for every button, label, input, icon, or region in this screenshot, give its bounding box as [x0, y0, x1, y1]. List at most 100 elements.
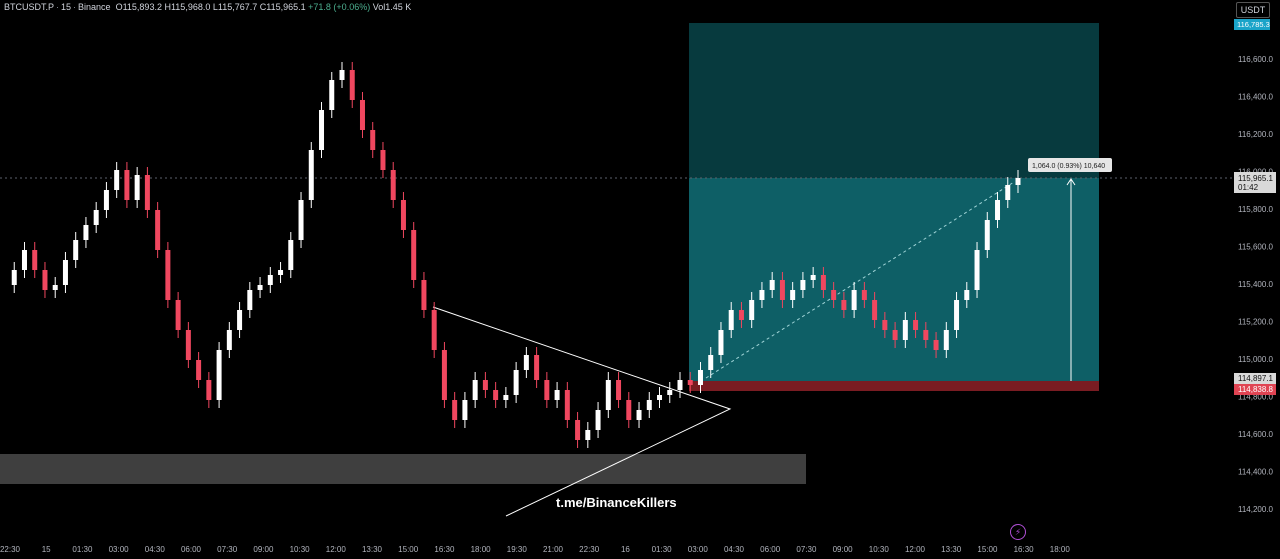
candle-body	[493, 390, 499, 400]
time-tick: 03:00	[109, 545, 130, 554]
candle-body	[278, 270, 284, 275]
candle-body	[790, 290, 796, 300]
candle-body	[441, 350, 447, 400]
time-tick: 10:30	[290, 545, 311, 554]
ohlc-low: L115,767.7	[212, 2, 258, 12]
candle-body	[534, 355, 540, 380]
symbol-name[interactable]: BTCUSDT.P	[4, 2, 55, 12]
candle-body	[370, 130, 376, 150]
time-tick: 06:00	[760, 545, 781, 554]
ohlc-high: H115,968.0	[164, 2, 211, 12]
price-axis[interactable]: 116,600.0116,400.0116,200.0116,000.0115,…	[1238, 55, 1274, 514]
currency-button[interactable]: USDT	[1236, 2, 1270, 18]
candle-body	[185, 330, 191, 360]
time-tick: 07:30	[217, 545, 238, 554]
stop-zone	[689, 381, 1099, 391]
candle-body	[124, 170, 130, 200]
candle-body	[657, 395, 663, 400]
candle-body	[523, 355, 529, 370]
time-tick: 12:00	[326, 545, 347, 554]
time-tick: 16	[621, 545, 630, 554]
candle-body	[554, 390, 560, 400]
support-zone	[0, 454, 806, 484]
interval[interactable]: 15	[61, 2, 72, 12]
candle-body	[359, 100, 365, 130]
candle-body	[349, 70, 355, 100]
time-tick: 21:00	[543, 545, 564, 554]
time-tick: 15	[42, 545, 51, 554]
candle-body	[103, 190, 109, 210]
candle-body	[175, 300, 181, 330]
candle-body	[298, 200, 304, 240]
candle-body	[462, 400, 468, 420]
candle-body	[605, 380, 611, 410]
candle-body	[319, 110, 325, 150]
time-tick: 18:00	[1050, 545, 1071, 554]
candle-body	[226, 330, 232, 350]
candle-body	[257, 285, 263, 290]
candle-body	[954, 300, 960, 330]
candle-body	[697, 370, 703, 385]
candle-body	[114, 170, 120, 190]
lightning-icon[interactable]: ⚡	[1010, 524, 1026, 540]
candle-body	[892, 330, 898, 340]
current-price-tag	[1234, 172, 1276, 193]
ohlc-open: O115,893.2	[115, 2, 162, 12]
time-tick: 22:30	[0, 545, 21, 554]
entry-price-tag	[1234, 373, 1276, 384]
candle-countdown: 01:42	[1238, 183, 1259, 192]
candle-body	[42, 270, 48, 290]
candle-body	[1005, 185, 1011, 200]
candle-body	[196, 360, 202, 380]
candle-body	[738, 310, 744, 320]
stop-price-tag	[1234, 384, 1276, 395]
time-tick: 07:30	[796, 545, 817, 554]
candle-body	[974, 250, 980, 290]
candle-body	[943, 330, 949, 350]
time-tick: 01:30	[652, 545, 673, 554]
candle-body	[513, 370, 519, 395]
candle-body	[902, 320, 908, 340]
target-price-tag	[1234, 19, 1270, 30]
time-tick: 01:30	[72, 545, 93, 554]
candle-body	[73, 240, 79, 260]
candle-body	[400, 200, 406, 230]
time-tick: 04:30	[145, 545, 166, 554]
candle-body	[575, 420, 581, 440]
candle-body	[636, 410, 642, 420]
candle-body	[779, 280, 785, 300]
candle-body	[482, 380, 488, 390]
time-tick: 12:00	[905, 545, 926, 554]
candle-body	[32, 250, 38, 270]
candle-body	[431, 310, 437, 350]
time-tick: 10:30	[869, 545, 890, 554]
measure-label-box	[1028, 158, 1112, 172]
price-tick: 114,600.0	[1238, 430, 1274, 439]
candle-body	[503, 395, 509, 400]
measure-label: 1,064.0 (0.93%) 10,640	[1032, 163, 1105, 170]
candle-body	[995, 200, 1001, 220]
candle-body	[155, 210, 161, 250]
candle-body	[52, 285, 58, 290]
candle-body	[872, 300, 878, 320]
candle-body	[861, 290, 867, 300]
stop-price-label: 114,838.8	[1238, 385, 1274, 394]
triangle-pattern	[432, 306, 732, 517]
candle-body	[831, 290, 837, 300]
candle-body	[1015, 178, 1021, 185]
candle-body	[667, 390, 673, 395]
candle-body	[585, 430, 591, 440]
time-tick: 13:30	[941, 545, 962, 554]
symbol-header[interactable]: BTCUSDT.P · 15 · Binance O115,893.2 H115,968…	[4, 2, 412, 12]
candle-body	[237, 310, 243, 330]
time-tick: 04:30	[724, 545, 745, 554]
time-tick: 03:00	[688, 545, 709, 554]
candle-body	[62, 260, 68, 285]
time-tick: 13:30	[362, 545, 383, 554]
time-axis[interactable]: 22:30 15 01:30 03:00 04:30 06:00 07:30 09:00 10:…	[0, 545, 1070, 554]
candle-body	[913, 320, 919, 330]
candle-body	[452, 400, 458, 420]
candle-body	[626, 400, 632, 420]
time-tick: 22:30	[579, 545, 600, 554]
